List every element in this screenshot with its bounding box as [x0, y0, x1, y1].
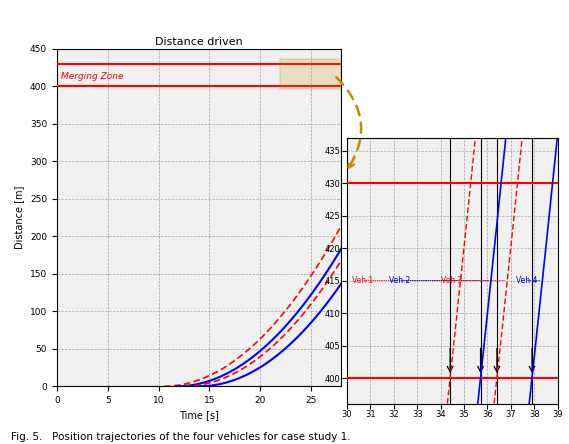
X-axis label: Time [s]: Time [s] — [179, 411, 219, 420]
Text: Merging Zone: Merging Zone — [61, 72, 123, 81]
Text: Veh 2: Veh 2 — [389, 276, 410, 285]
Title: Distance driven: Distance driven — [155, 37, 243, 47]
Text: Veh 4: Veh 4 — [516, 276, 537, 285]
Text: Fig. 5.   Position trajectories of the four vehicles for case study 1.: Fig. 5. Position trajectories of the fou… — [11, 432, 351, 442]
Text: Veh 1: Veh 1 — [352, 276, 373, 285]
Y-axis label: Distance [m]: Distance [m] — [14, 186, 24, 249]
Text: Veh 3: Veh 3 — [440, 276, 462, 285]
Bar — [281, 59, 341, 89]
